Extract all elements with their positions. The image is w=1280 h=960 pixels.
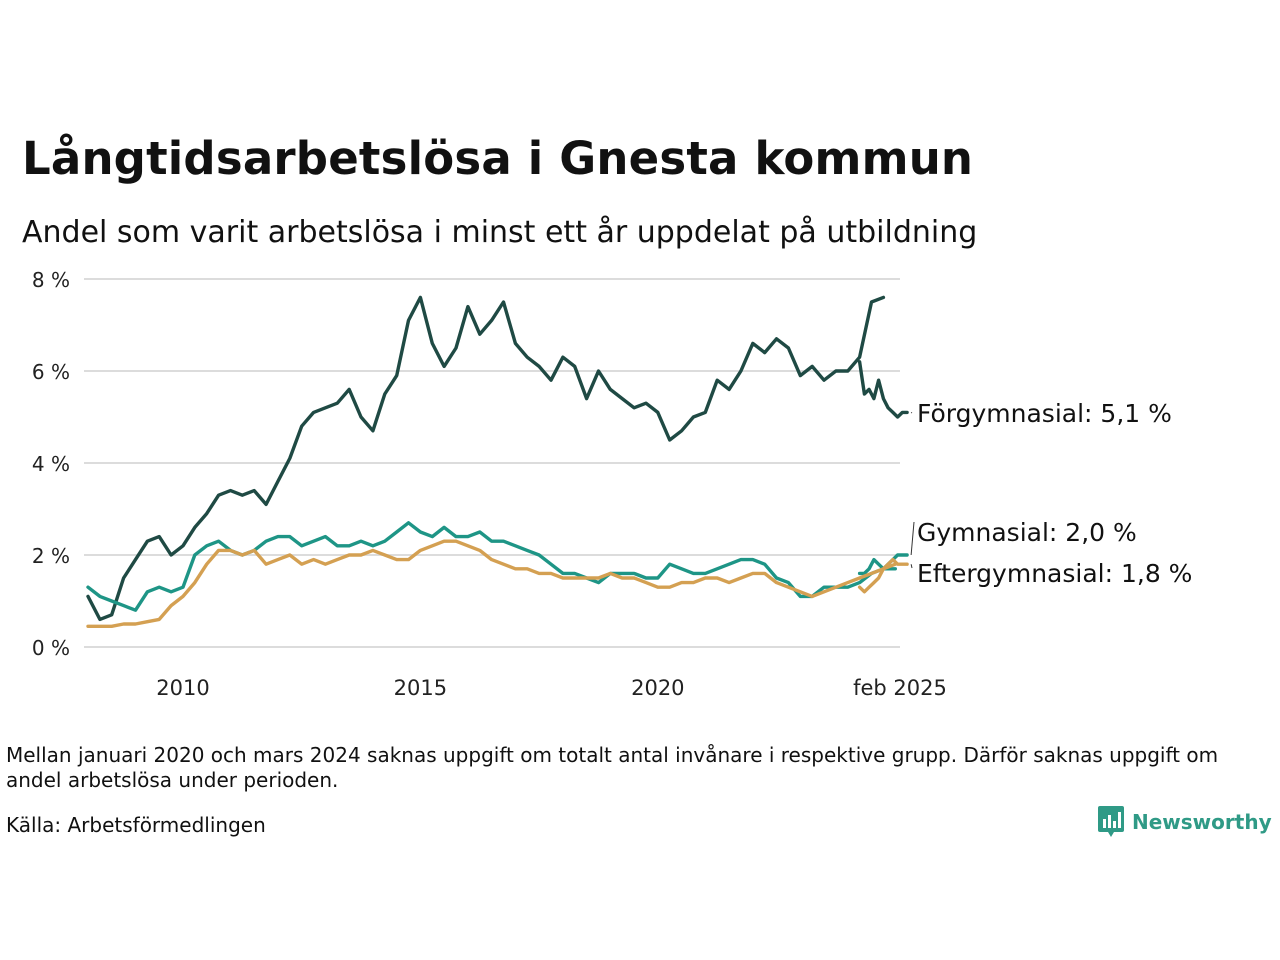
series-lines: [86, 295, 909, 628]
series-end-label: Förgymnasial: 5,1 %: [917, 399, 1172, 428]
y-tick-label: 4 %: [32, 452, 70, 476]
series-line-förgymnasial-segment-0: [86, 295, 886, 622]
end-label-connector: [910, 521, 915, 556]
series-line-eftergymnasial-segment-0: [86, 539, 897, 628]
x-tick-label: 2015: [394, 676, 447, 700]
series-end-label: Eftergymnasial: 1,8 %: [917, 559, 1192, 588]
x-tick-label: feb 2025: [853, 676, 947, 700]
y-tick-label: 2 %: [32, 544, 70, 568]
end-label-connector: [910, 411, 913, 414]
x-axis-ticks: 2010 2015 2020 feb 2025: [156, 676, 947, 700]
chart-title: Långtidsarbetslösa i Gnesta kommun: [22, 132, 974, 185]
newsworthy-logo: Newsworthy: [1098, 806, 1272, 838]
series-end-label: Gymnasial: 2,0 %: [917, 518, 1137, 547]
y-tick-label: 0 %: [32, 636, 70, 660]
x-tick-label: 2010: [156, 676, 209, 700]
grid-lines: [84, 278, 900, 648]
chart-subtitle: Andel som varit arbetslösa i minst ett å…: [22, 215, 978, 250]
series-line-eftergymnasial-segment-1: [857, 557, 909, 594]
brand-name: Newsworthy: [1132, 810, 1272, 834]
x-tick-label: 2020: [631, 676, 684, 700]
end-labels: Förgymnasial: 5,1 % Gymnasial: 2,0 % Efter…: [910, 399, 1192, 588]
source-text: Källa: Arbetsförmedlingen: [6, 813, 266, 837]
y-tick-label: 6 %: [32, 360, 70, 384]
series-line-förgymnasial-segment-1: [857, 360, 909, 419]
bar-chart-logo-icon: [1098, 806, 1124, 837]
series-line-gymnasial-segment-0: [86, 521, 897, 612]
line-chart: 0 % 2 % 4 % 6 % 8 % 2010 2015 2020 feb 2025 För…: [32, 268, 1193, 700]
end-label-connector: [910, 564, 913, 569]
y-tick-label: 8 %: [32, 268, 70, 292]
footnote: Mellan januari 2020 och mars 2024 saknas…: [6, 743, 1219, 792]
y-axis-ticks: 0 % 2 % 4 % 6 % 8 %: [32, 268, 70, 660]
